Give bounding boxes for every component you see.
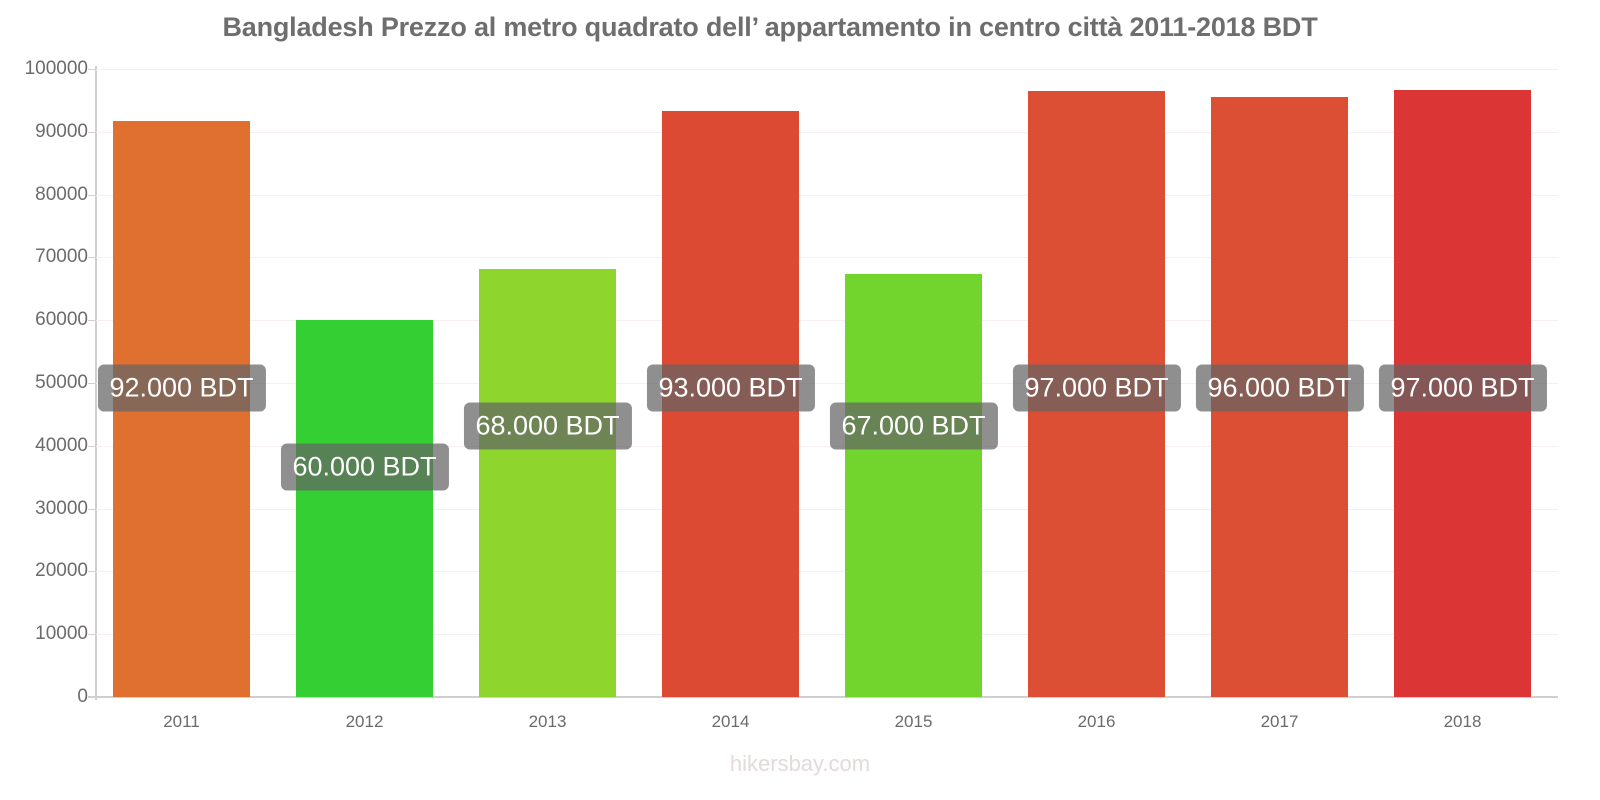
x-axis-tick-label-2013: 2013 — [528, 712, 567, 731]
gridline — [96, 131, 1558, 133]
x-axis-line — [88, 696, 1558, 698]
gridline — [96, 194, 1558, 196]
gridline — [96, 445, 1558, 447]
value-label-2011: 92.000 BDT — [97, 364, 266, 412]
y-axis-tick-label: 70000 — [35, 246, 88, 268]
x-axis-tick-label-2011: 2011 — [163, 712, 200, 731]
value-label-2015: 67.000 BDT — [829, 402, 998, 450]
gridline — [96, 571, 1558, 573]
footer-watermark: hikersbay.com — [729, 751, 871, 776]
y-axis-tick-label: 40000 — [35, 434, 88, 456]
bar-2015[interactable] — [845, 273, 982, 697]
y-axis-tick-mark — [88, 131, 96, 133]
value-label-2016: 97.000 BDT — [1012, 364, 1181, 412]
gridline — [96, 383, 1558, 384]
y-axis-tick-label: 0 — [77, 686, 88, 707]
value-label-2014: 93.000 BDT — [646, 364, 815, 412]
y-axis-tick-mark — [88, 571, 96, 573]
x-axis-tick-label-2012: 2012 — [345, 712, 384, 731]
y-axis-tick-label: 30000 — [35, 497, 88, 519]
y-axis-tick-label: 10000 — [35, 623, 88, 645]
gridline — [96, 634, 1558, 636]
y-axis-tick-label: 90000 — [35, 120, 88, 142]
y-axis-tick-mark — [88, 194, 96, 196]
x-axis-tick-label-2018: 2018 — [1443, 712, 1482, 731]
chart-title: Bangladesh Prezzo al metro quadrato dell… — [222, 12, 1318, 42]
gridline — [96, 257, 1558, 259]
value-label-2017: 96.000 BDT — [1195, 364, 1364, 412]
y-axis-tick-mark — [88, 634, 96, 636]
y-axis-tick-mark — [88, 445, 96, 447]
y-axis-tick-label: 20000 — [35, 560, 88, 582]
value-label-2013: 68.000 BDT — [463, 402, 632, 450]
x-axis-tick-label-2015: 2015 — [894, 712, 933, 731]
y-axis-tick-label: 60000 — [35, 309, 88, 331]
gridline — [96, 508, 1558, 510]
y-axis-tick-mark — [88, 69, 96, 70]
plot-area: 92.000 BDT 60.000 BDT 68.000 BDT 93.000 BDT… — [96, 69, 1558, 697]
y-axis-tick-mark — [88, 320, 96, 322]
y-axis-tick-mark — [88, 257, 96, 259]
value-label-2012: 60.000 BDT — [280, 443, 449, 490]
x-axis-tick-label-2016: 2016 — [1077, 712, 1116, 731]
y-axis-tick-mark — [88, 697, 96, 698]
gridline — [96, 320, 1558, 322]
y-axis-tick-label: 100000 — [24, 58, 88, 79]
y-axis-tick-mark — [88, 383, 96, 384]
bar-2012[interactable] — [296, 320, 433, 697]
y-axis-tick-label: 80000 — [35, 183, 88, 205]
y-axis-tick-mark — [88, 508, 96, 510]
bar-2013[interactable] — [479, 268, 616, 697]
x-axis-tick-label-2017: 2017 — [1260, 712, 1299, 731]
y-axis-tick-label: 50000 — [35, 372, 88, 393]
gridline — [96, 69, 1558, 70]
x-axis-tick-label-2014: 2014 — [711, 712, 750, 731]
value-label-2018: 97.000 BDT — [1378, 364, 1547, 412]
